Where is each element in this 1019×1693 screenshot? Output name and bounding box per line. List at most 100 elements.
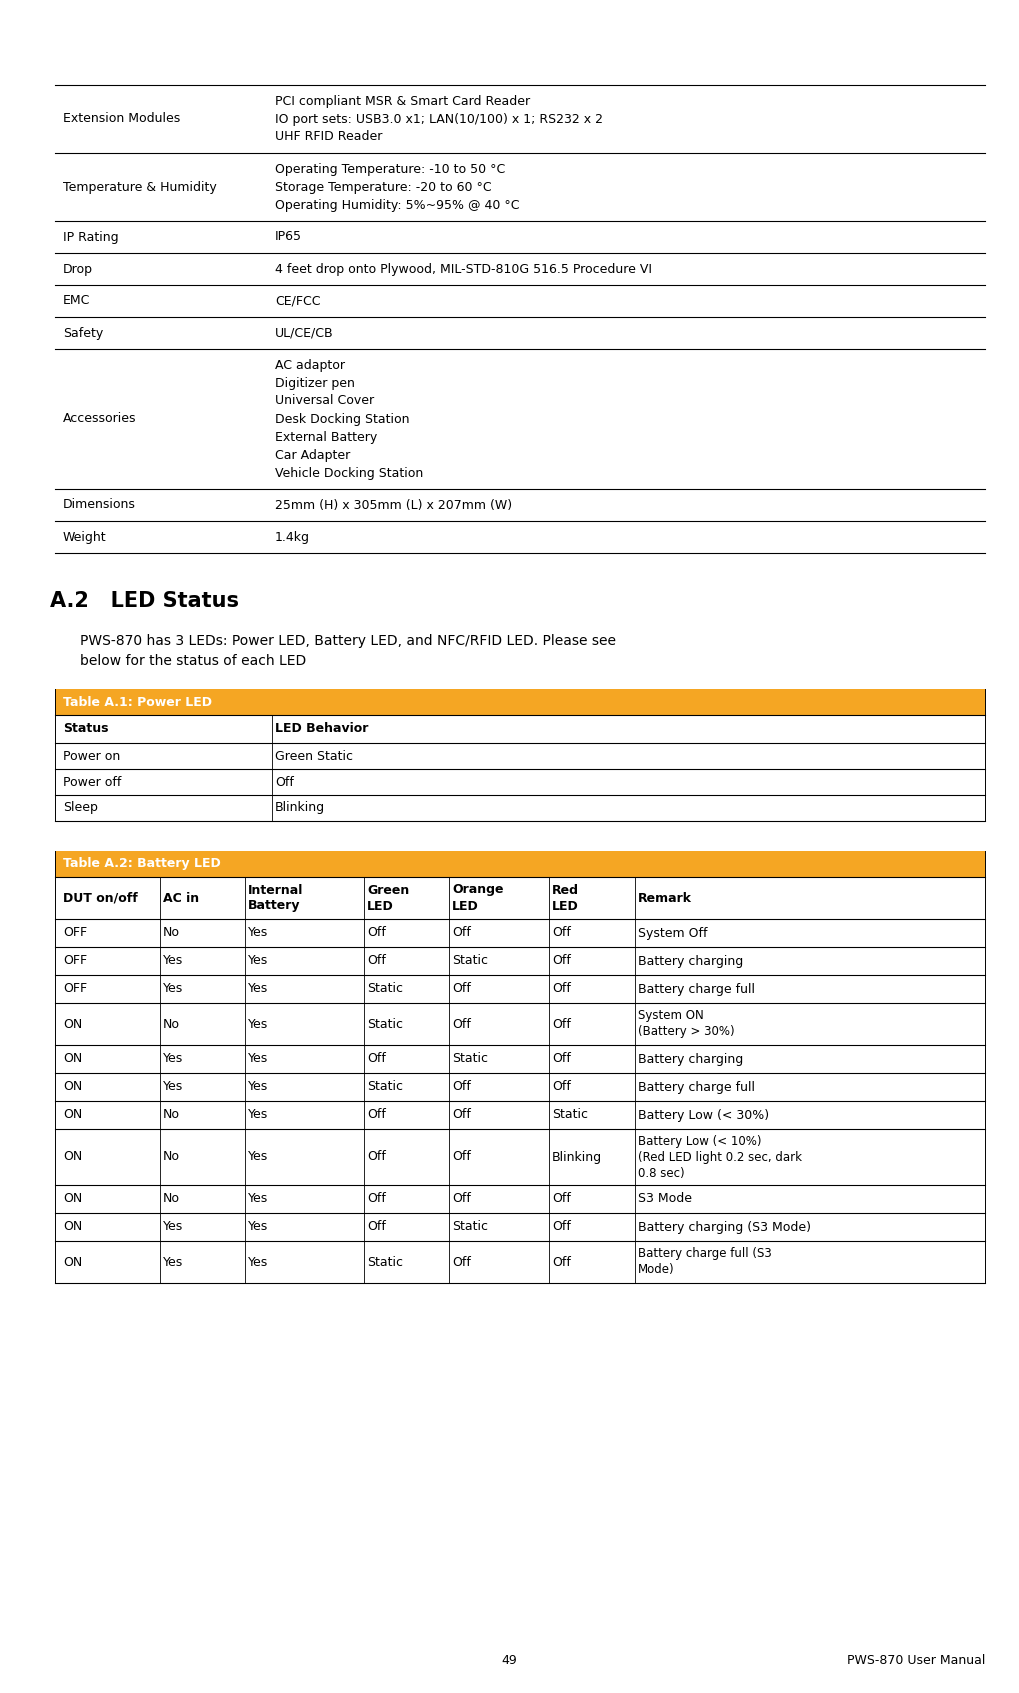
Text: Off: Off — [367, 1192, 386, 1205]
Text: Yes: Yes — [163, 1256, 183, 1268]
Text: Drop: Drop — [63, 262, 93, 276]
Text: (Red LED light 0.2 sec, dark: (Red LED light 0.2 sec, dark — [638, 1151, 802, 1163]
Text: No: No — [163, 1017, 180, 1031]
Text: Blinking: Blinking — [552, 1151, 602, 1163]
Text: ON: ON — [63, 1053, 83, 1065]
Text: Table A.1: Power LED: Table A.1: Power LED — [63, 696, 212, 708]
Text: Off: Off — [275, 775, 293, 789]
Text: Off: Off — [367, 955, 386, 967]
Text: System Off: System Off — [638, 926, 707, 940]
Text: OFF: OFF — [63, 955, 88, 967]
Text: Off: Off — [552, 1017, 571, 1031]
Text: ON: ON — [63, 1151, 83, 1163]
Text: Status: Status — [63, 723, 108, 735]
Text: IO port sets: USB3.0 x1; LAN(10/100) x 1; RS232 x 2: IO port sets: USB3.0 x1; LAN(10/100) x 1… — [275, 112, 603, 125]
Text: Yes: Yes — [248, 1221, 268, 1234]
Text: Battery charging (S3 Mode): Battery charging (S3 Mode) — [638, 1221, 811, 1234]
Text: No: No — [163, 926, 180, 940]
Text: Yes: Yes — [248, 955, 268, 967]
Text: No: No — [163, 1192, 180, 1205]
Text: Power off: Power off — [63, 775, 121, 789]
Text: Static: Static — [367, 1017, 403, 1031]
Text: UHF RFID Reader: UHF RFID Reader — [275, 130, 382, 144]
Text: 49: 49 — [501, 1654, 517, 1666]
Text: Temperature & Humidity: Temperature & Humidity — [63, 181, 217, 193]
Text: AC in: AC in — [163, 892, 199, 904]
Text: Yes: Yes — [248, 1109, 268, 1121]
Text: Yes: Yes — [163, 1221, 183, 1234]
Text: Table A.2: Battery LED: Table A.2: Battery LED — [63, 857, 221, 870]
Text: Static: Static — [452, 955, 488, 967]
Text: Operating Temperature: -10 to 50 °C: Operating Temperature: -10 to 50 °C — [275, 163, 505, 176]
Text: Battery Low (< 10%): Battery Low (< 10%) — [638, 1134, 761, 1148]
Text: Off: Off — [452, 1151, 471, 1163]
Text: Battery: Battery — [248, 899, 301, 913]
Text: Operating Humidity: 5%~95% @ 40 °C: Operating Humidity: 5%~95% @ 40 °C — [275, 198, 520, 212]
Text: Off: Off — [552, 1080, 571, 1094]
Text: Off: Off — [367, 1151, 386, 1163]
Text: Off: Off — [452, 926, 471, 940]
Text: Safety: Safety — [63, 327, 103, 340]
Text: Off: Off — [452, 1256, 471, 1268]
Text: Dimensions: Dimensions — [63, 498, 136, 511]
Text: Desk Docking Station: Desk Docking Station — [275, 413, 410, 425]
Text: Off: Off — [552, 1053, 571, 1065]
Text: Off: Off — [552, 1221, 571, 1234]
Text: OFF: OFF — [63, 926, 88, 940]
Text: AC adaptor: AC adaptor — [275, 359, 345, 371]
Text: Off: Off — [452, 1109, 471, 1121]
Text: Vehicle Docking Station: Vehicle Docking Station — [275, 467, 423, 479]
Text: System ON: System ON — [638, 1009, 704, 1023]
Text: Battery charging: Battery charging — [638, 955, 743, 967]
Text: S3 Mode: S3 Mode — [638, 1192, 692, 1205]
Text: LED: LED — [452, 899, 479, 913]
Text: LED: LED — [552, 899, 579, 913]
Text: Static: Static — [367, 1256, 403, 1268]
Text: ON: ON — [63, 1192, 83, 1205]
Text: Off: Off — [552, 926, 571, 940]
Text: Static: Static — [452, 1053, 488, 1065]
Text: Yes: Yes — [248, 926, 268, 940]
Text: Orange: Orange — [452, 884, 503, 897]
Bar — [55, 852, 985, 877]
Text: EMC: EMC — [63, 295, 91, 308]
Text: Static: Static — [367, 1080, 403, 1094]
Text: Storage Temperature: -20 to 60 °C: Storage Temperature: -20 to 60 °C — [275, 181, 491, 193]
Text: Universal Cover: Universal Cover — [275, 394, 374, 408]
Text: IP Rating: IP Rating — [63, 230, 118, 244]
Text: Yes: Yes — [248, 1017, 268, 1031]
Text: Off: Off — [367, 1109, 386, 1121]
Text: Yes: Yes — [248, 1053, 268, 1065]
Text: ON: ON — [63, 1080, 83, 1094]
Text: LED Behavior: LED Behavior — [275, 723, 369, 735]
Text: Yes: Yes — [248, 1192, 268, 1205]
Text: LED: LED — [367, 899, 393, 913]
Text: Off: Off — [452, 1080, 471, 1094]
Text: 4 feet drop onto Plywood, MIL-STD-810G 516.5 Procedure VI: 4 feet drop onto Plywood, MIL-STD-810G 5… — [275, 262, 652, 276]
Text: A.2   LED Status: A.2 LED Status — [50, 591, 239, 611]
Text: PWS-870 has 3 LEDs: Power LED, Battery LED, and NFC/RFID LED. Please see: PWS-870 has 3 LEDs: Power LED, Battery L… — [81, 633, 616, 648]
Text: Battery charge full (S3: Battery charge full (S3 — [638, 1248, 771, 1261]
Text: ON: ON — [63, 1256, 83, 1268]
Text: below for the status of each LED: below for the status of each LED — [81, 653, 307, 669]
Text: Off: Off — [367, 1053, 386, 1065]
Text: Sleep: Sleep — [63, 801, 98, 814]
Text: Static: Static — [452, 1221, 488, 1234]
Text: No: No — [163, 1151, 180, 1163]
Text: Yes: Yes — [248, 1151, 268, 1163]
Text: 1.4kg: 1.4kg — [275, 530, 310, 543]
Text: Yes: Yes — [163, 1053, 183, 1065]
Text: Battery charge full: Battery charge full — [638, 982, 755, 995]
Text: Yes: Yes — [248, 982, 268, 995]
Text: Static: Static — [552, 1109, 588, 1121]
Text: ON: ON — [63, 1221, 83, 1234]
Text: Yes: Yes — [248, 1256, 268, 1268]
Text: UL/CE/CB: UL/CE/CB — [275, 327, 333, 340]
Text: Yes: Yes — [163, 1080, 183, 1094]
Text: ON: ON — [63, 1017, 83, 1031]
Text: Yes: Yes — [163, 955, 183, 967]
Text: Off: Off — [452, 982, 471, 995]
Text: Red: Red — [552, 884, 579, 897]
Text: Static: Static — [367, 982, 403, 995]
Text: Mode): Mode) — [638, 1263, 675, 1277]
